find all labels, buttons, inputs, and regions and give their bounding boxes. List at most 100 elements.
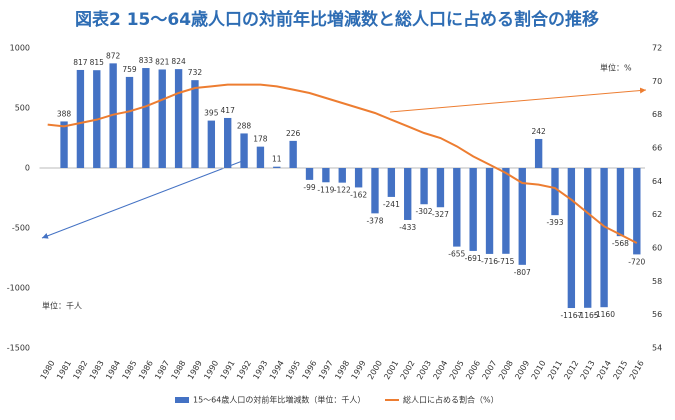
bar (584, 168, 592, 308)
y2-tick-label: 72 (652, 44, 662, 53)
x-tick-label: 1987 (153, 359, 171, 381)
legend-label: 総人口に占める割合（%） (403, 395, 499, 405)
x-tick-label: 2001 (382, 359, 400, 381)
x-tick-label: 2010 (530, 359, 548, 381)
data-label: 815 (90, 58, 105, 67)
bar (420, 168, 428, 205)
data-label: -1165 (577, 311, 599, 320)
data-label: 732 (188, 68, 203, 77)
x-tick-label: 2003 (415, 359, 433, 381)
y2-tick-label: 64 (652, 177, 662, 186)
bar (485, 168, 494, 254)
chart-title: 図表2 15～64歳人口の対前年比増減数と総人口に占める割合の推移 (75, 9, 599, 30)
data-label: 11 (272, 155, 282, 164)
data-label: -568 (612, 239, 629, 248)
x-tick-label: 2016 (628, 359, 646, 381)
bar (469, 168, 477, 251)
bar (338, 168, 346, 183)
y2-tick-label: 54 (652, 344, 662, 353)
bar (354, 168, 363, 188)
bar (322, 168, 330, 183)
data-label: 759 (122, 65, 137, 74)
x-tick-label: 1980 (39, 359, 57, 381)
bar (60, 121, 68, 168)
bar (125, 76, 134, 168)
x-tick-label: 1994 (268, 359, 286, 381)
data-label: -393 (546, 218, 563, 227)
y2-tick-label: 58 (652, 277, 662, 286)
y2-tick-label: 66 (652, 144, 662, 153)
data-label: 417 (221, 106, 236, 115)
y2-tick-label: 68 (652, 110, 662, 119)
y2-unit: 単位：% (600, 63, 632, 73)
data-label: 395 (204, 109, 219, 118)
x-tick-label: 2002 (399, 359, 417, 381)
data-label: -715 (497, 257, 514, 266)
x-tick-label: 1984 (104, 359, 122, 381)
bar (404, 168, 412, 220)
bar (453, 168, 461, 247)
x-tick-label: 1986 (137, 359, 155, 381)
x-tick-label: 1993 (251, 359, 269, 381)
data-label: -119 (317, 185, 334, 194)
x-tick-label: 1982 (71, 359, 89, 381)
x-tick-label: 1992 (235, 359, 253, 381)
bar (142, 68, 150, 168)
data-label: 288 (237, 121, 252, 130)
y-tick-label: 1000 (10, 44, 30, 53)
bar (502, 168, 510, 254)
y2-tick-label: 56 (652, 310, 662, 319)
x-tick-label: 1997 (317, 359, 335, 381)
x-tick-label: 2005 (448, 359, 466, 381)
data-label: 388 (57, 109, 72, 118)
y-unit: 単位：千人 (42, 301, 82, 311)
y2-tick-label: 60 (652, 244, 662, 253)
data-label: -241 (383, 200, 400, 209)
y-tick-label: -500 (12, 224, 30, 233)
data-label: -720 (628, 257, 645, 266)
data-label: -162 (350, 190, 367, 199)
bar (76, 69, 85, 168)
y-tick-label: 0 (25, 164, 30, 173)
bar (633, 168, 641, 255)
y-tick-label: -1000 (7, 284, 30, 293)
bar (158, 69, 166, 168)
bar (305, 168, 314, 180)
x-tick-label: 2008 (497, 359, 515, 381)
x-tick-label: 2013 (579, 359, 597, 381)
bar (600, 168, 608, 308)
data-label: -1167 (560, 311, 582, 320)
bar (551, 168, 559, 216)
data-label: -327 (432, 210, 449, 219)
y2-tick-label: 70 (652, 77, 662, 86)
data-label: -302 (416, 207, 433, 216)
data-label: 817 (73, 58, 88, 67)
bar (256, 146, 265, 168)
x-tick-label: 2014 (595, 359, 613, 381)
x-tick-label: 1981 (55, 359, 73, 381)
x-tick-label: 1998 (333, 359, 351, 381)
x-tick-label: 2015 (611, 359, 629, 381)
bar (224, 117, 232, 168)
x-tick-label: 2011 (546, 359, 564, 381)
x-tick-label: 1996 (301, 359, 319, 381)
bar (534, 138, 543, 168)
data-label: 226 (286, 129, 301, 138)
data-label: -378 (366, 216, 383, 225)
x-tick-label: 1985 (121, 359, 139, 381)
arrow (389, 87, 647, 113)
y-tick-label: -1500 (7, 344, 30, 353)
x-tick-label: 1995 (284, 359, 302, 381)
bar (567, 168, 576, 309)
bar (273, 166, 281, 168)
data-label: 824 (171, 57, 186, 66)
legend-swatch (175, 397, 189, 403)
data-label: -122 (334, 186, 351, 195)
bar (518, 168, 526, 265)
x-tick-label: 2009 (513, 359, 531, 381)
legend-label: 15～64歳人口の対前年比増減数（単位：千人） (193, 395, 365, 405)
data-label: -716 (481, 257, 498, 266)
bar (207, 120, 216, 168)
bar (371, 168, 379, 214)
